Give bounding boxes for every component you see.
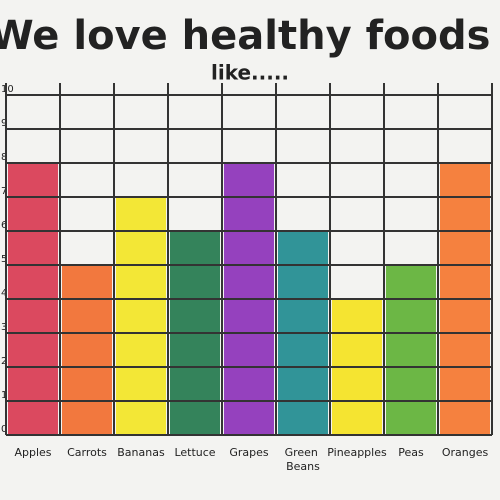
chart-title: We love healthy foods: [0, 13, 490, 59]
y-tick-label: 7: [1, 186, 7, 197]
label-line: Beans: [286, 460, 320, 473]
y-tick-label: 8: [1, 152, 7, 163]
bar: [386, 265, 436, 435]
y-tick-label: 6: [1, 220, 7, 231]
x-tick-label: Bananas: [117, 446, 165, 459]
x-tick-label: Oranges: [442, 446, 489, 459]
y-tick-label: 4: [1, 288, 7, 299]
x-tick-label: Apples: [14, 446, 51, 459]
y-tick-label: 0: [1, 424, 7, 435]
y-tick-label: 1: [1, 390, 7, 401]
y-tick-label: 10: [1, 84, 14, 95]
bar: [62, 265, 112, 435]
chart-subtitle: like.....: [211, 61, 289, 85]
y-tick-label: 5: [1, 254, 7, 265]
y-tick-label: 9: [1, 118, 7, 129]
x-tick-label: Peas: [398, 446, 424, 459]
y-tick-label: 3: [1, 322, 7, 333]
x-tick-label: Carrots: [67, 446, 107, 459]
bar: [116, 197, 166, 435]
x-tick-label: Lettuce: [174, 446, 215, 459]
y-tick-label: 2: [1, 356, 7, 367]
x-tick-label: Pineapples: [327, 446, 387, 459]
x-tick-label: Grapes: [229, 446, 269, 459]
label-line: Green: [285, 446, 322, 459]
x-tick-label: Green Beans: [285, 446, 322, 473]
